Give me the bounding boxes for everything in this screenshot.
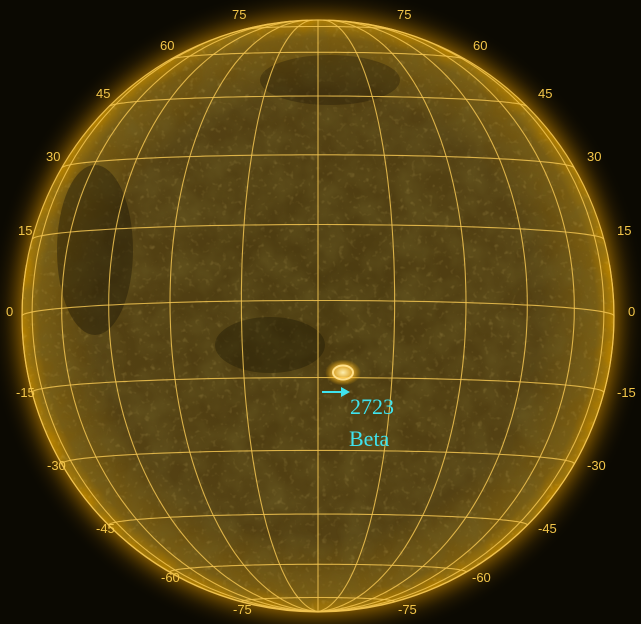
- label-right-60: 60: [473, 38, 487, 53]
- label-right-minus15: -15: [617, 385, 636, 400]
- label-right-30: 30: [587, 149, 601, 164]
- label-left-60: 60: [160, 38, 174, 53]
- longitude-line: [31, 23, 319, 613]
- region-classification: Beta: [349, 426, 390, 451]
- longitude-line: [240, 19, 319, 613]
- label-right-0: 0: [628, 304, 635, 319]
- label-left-minus45: -45: [96, 521, 115, 536]
- label-right-15: 15: [617, 223, 631, 238]
- label-right-minus30: -30: [587, 458, 606, 473]
- label-left-15: 15: [18, 223, 32, 238]
- longitude-line: [317, 19, 528, 613]
- longitude-line: [317, 20, 575, 613]
- label-right-minus45: -45: [538, 521, 557, 536]
- longitude-line: [317, 19, 396, 613]
- limb-outline: [21, 19, 615, 613]
- label-right-45: 45: [538, 86, 552, 101]
- longitude-line: [169, 19, 319, 613]
- label-right-minus60: -60: [472, 570, 491, 585]
- longitude-line: [317, 19, 467, 613]
- longitude-line: [108, 19, 319, 613]
- label-left-minus75: -75: [233, 602, 252, 617]
- label-right-minus75: -75: [398, 602, 417, 617]
- active-region-annotation: 2723 Beta: [322, 387, 394, 451]
- label-left-minus60: -60: [161, 570, 180, 585]
- label-top-75-left: 75: [232, 7, 246, 22]
- grid-labels: 75 75 60 45 30 15 0 -15 -30 -45 -60 -75 …: [6, 7, 636, 617]
- label-left-0: 0: [6, 304, 13, 319]
- label-left-minus30: -30: [47, 458, 66, 473]
- label-left-45: 45: [96, 86, 110, 101]
- label-top-75-right: 75: [397, 7, 411, 22]
- longitude-line: [61, 20, 319, 613]
- longitude-line: [317, 23, 605, 613]
- label-left-30: 30: [46, 149, 60, 164]
- arrow-head-icon: [341, 387, 350, 397]
- active-region: [325, 359, 361, 386]
- region-number: 2723: [350, 394, 394, 419]
- coordinate-grid: [21, 19, 615, 613]
- label-left-minus15: -15: [16, 385, 35, 400]
